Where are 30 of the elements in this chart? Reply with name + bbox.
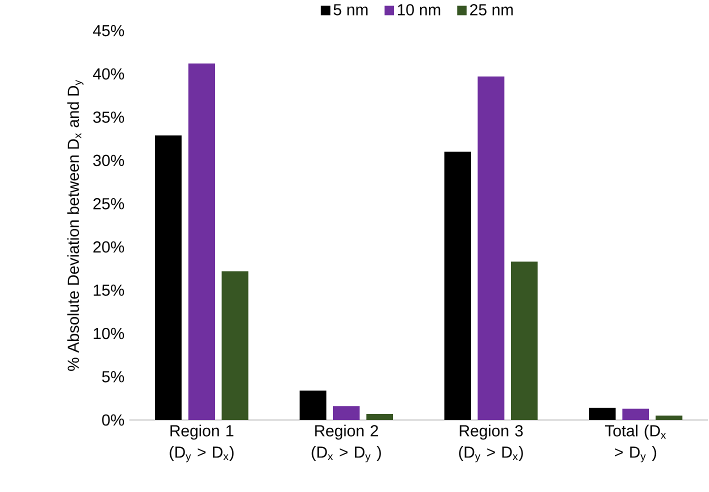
y-tick-label: 0% xyxy=(102,414,124,426)
y-tick-label: 40% xyxy=(92,68,124,80)
bar xyxy=(188,64,216,420)
y-tick-label: 25% xyxy=(93,198,124,210)
bar xyxy=(155,135,182,420)
bar xyxy=(222,271,248,420)
x-tick-label: Region 2 (D$_{x}$ > D$_{y}$ ) xyxy=(312,424,381,462)
x-tick-label: Region 3 (D$_{y}$ > D$_{x}$) xyxy=(459,424,523,462)
y-tick-label: 20% xyxy=(93,241,124,253)
bar xyxy=(589,408,616,420)
legend-label: 10 nm xyxy=(398,4,440,16)
category-label: Total (D$_{x}$ > D$_{y}$ ) xyxy=(605,424,666,462)
bar xyxy=(444,152,471,420)
bar xyxy=(478,76,504,420)
bar xyxy=(622,408,650,420)
y-tick-label: 10% xyxy=(94,328,124,340)
bar xyxy=(300,390,326,420)
bar xyxy=(366,414,393,420)
bar xyxy=(511,262,538,420)
legend-label: 25 nm xyxy=(470,4,513,16)
legend-label: 5 nm xyxy=(334,4,368,16)
y-tick-label: 45% xyxy=(92,25,124,36)
bar xyxy=(656,416,682,420)
y-axis-title: % Absolute Deviation between D$_{x}$ and D$_{y}$ xyxy=(67,80,84,371)
y-tick-label: 15% xyxy=(94,284,124,296)
y-tick-label: 5% xyxy=(102,371,124,382)
x-tick-label: Region 1 (D$_{y}$ > D$_{x}$) xyxy=(170,424,234,462)
bar xyxy=(333,406,360,420)
y-tick-label: 35% xyxy=(93,112,124,123)
y-tick-label: 30% xyxy=(93,154,124,166)
